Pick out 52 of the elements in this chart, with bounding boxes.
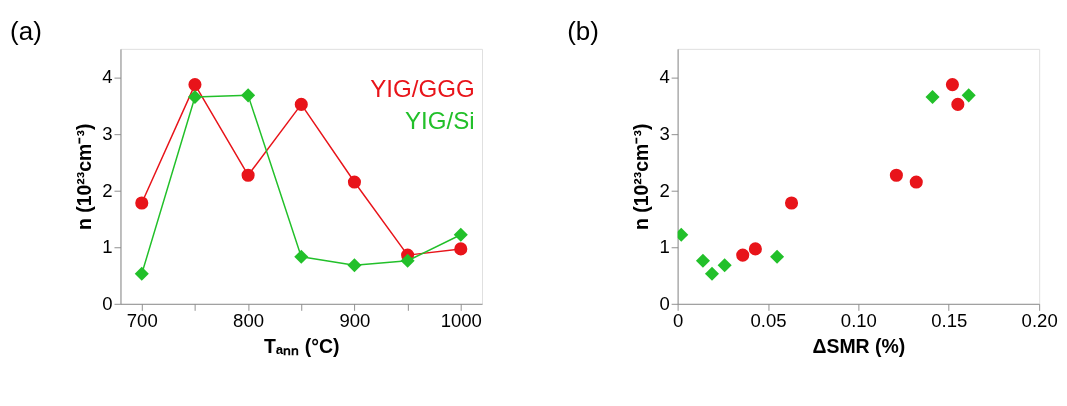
point: [717, 258, 732, 273]
point: [241, 168, 255, 182]
x-tick-label: 900: [339, 310, 371, 332]
y-axis-title: n (10²³cm⁻³): [630, 123, 653, 231]
point: [951, 97, 965, 111]
chart-title: (a): [10, 16, 42, 45]
y-axis-title: n (10²³cm⁻³): [73, 123, 96, 231]
chart-title: (b): [567, 16, 599, 45]
point: [770, 249, 785, 264]
point: [400, 253, 415, 268]
y-tick-label: 2: [102, 179, 113, 201]
point: [961, 88, 976, 103]
x-tick-label: 1000: [440, 310, 482, 332]
x-tick-label: 0.05: [750, 310, 787, 332]
point: [454, 242, 468, 256]
y-tick-label: 0: [102, 292, 113, 314]
point: [134, 266, 149, 281]
point: [294, 249, 309, 264]
y-tick-label: 1: [659, 236, 670, 258]
point: [241, 88, 256, 103]
x-tick-label: 0.15: [931, 310, 968, 332]
point: [135, 196, 149, 210]
x-tick-label: 0.10: [840, 310, 877, 332]
point: [736, 248, 750, 262]
x-tick-label: 0.20: [1021, 310, 1058, 332]
point: [294, 97, 308, 111]
point: [748, 242, 762, 256]
text: YIG/Si: [405, 106, 475, 134]
point: [188, 78, 202, 92]
point: [347, 258, 362, 273]
y-tick-label: 4: [102, 66, 113, 88]
point: [187, 90, 202, 105]
point: [925, 90, 940, 105]
y-tick-label: 2: [659, 179, 670, 201]
text: YIG/GGG: [370, 75, 475, 103]
y-tick-label: 1: [102, 236, 113, 258]
x-tick-label: 800: [233, 310, 265, 332]
point: [347, 175, 361, 189]
y-tick-label: 3: [102, 122, 113, 144]
x-tick-label: 700: [126, 310, 158, 332]
point: [909, 175, 923, 189]
y-tick-label: 3: [659, 122, 670, 144]
point: [453, 227, 468, 242]
point: [784, 196, 799, 210]
y-tick-label: 4: [659, 66, 670, 88]
point: [695, 253, 710, 268]
x-axis-title: ΔSMR (%): [812, 334, 906, 357]
y-tick-label: 0: [659, 292, 670, 314]
point: [945, 78, 959, 92]
x-axis-title: Tₐₙₙ (°C): [264, 334, 340, 357]
point: [704, 266, 720, 281]
point: [889, 168, 903, 182]
